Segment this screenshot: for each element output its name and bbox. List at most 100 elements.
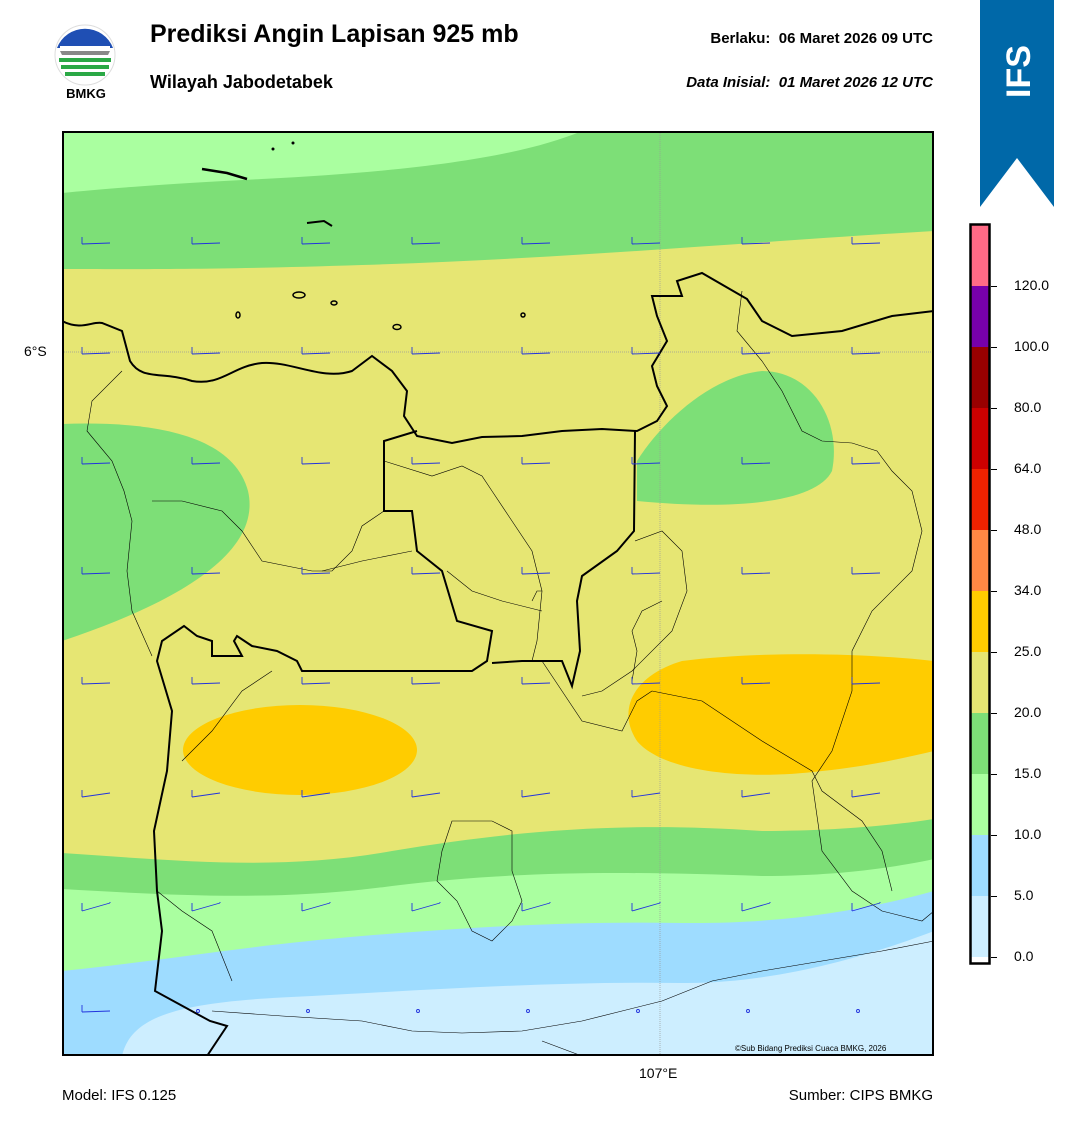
colorbar-tick bbox=[991, 957, 997, 958]
banner-text: IFS bbox=[1000, 45, 1038, 98]
model-banner: IFS bbox=[980, 0, 1054, 210]
wind-barb bbox=[851, 567, 881, 575]
wind-map bbox=[62, 131, 934, 1056]
colorbar-tick-label: 20.0 bbox=[1014, 704, 1042, 720]
colorbar bbox=[969, 223, 991, 965]
wind-barb bbox=[741, 677, 771, 685]
wind-barb bbox=[81, 790, 111, 798]
wind-barb bbox=[411, 567, 441, 575]
colorbar-tick bbox=[991, 896, 997, 897]
wind-barb bbox=[631, 237, 661, 245]
wind-barb bbox=[851, 677, 881, 685]
wind-barb bbox=[521, 347, 551, 355]
colorbar-tick bbox=[991, 347, 997, 348]
band-10-15-north bbox=[62, 131, 582, 193]
colorbar-svg bbox=[969, 223, 991, 965]
wind-barb bbox=[191, 902, 221, 912]
wind-barb bbox=[631, 902, 661, 912]
wind-barb bbox=[521, 237, 551, 245]
wind-barb bbox=[851, 237, 881, 245]
colorbar-segment bbox=[971, 530, 989, 591]
calm-wind-marker bbox=[526, 1009, 530, 1013]
wind-barb bbox=[411, 790, 441, 798]
lat-label-6s: 6°S bbox=[24, 343, 47, 359]
band-0-5 bbox=[122, 931, 934, 1056]
calm-wind-marker bbox=[196, 1009, 200, 1013]
wind-barb bbox=[81, 347, 111, 355]
wind-barb bbox=[411, 457, 441, 465]
colorbar-segment bbox=[971, 652, 989, 713]
valid-label: Berlaku: bbox=[710, 30, 771, 47]
colorbar-tick bbox=[991, 652, 997, 653]
island-3 bbox=[291, 141, 295, 145]
wind-barb bbox=[851, 902, 881, 912]
calm-wind-marker bbox=[856, 1009, 860, 1013]
init-time: Data Inisial: 01 Maret 2026 12 UTC bbox=[686, 74, 933, 91]
wind-barb bbox=[191, 457, 221, 465]
page-title: Prediksi Angin Lapisan 925 mb bbox=[150, 20, 519, 48]
colorbar-tick bbox=[991, 408, 997, 409]
wind-barb bbox=[851, 347, 881, 355]
init-label: Data Inisial: bbox=[686, 74, 771, 91]
wind-barb bbox=[81, 237, 111, 245]
colorbar-tick-label: 64.0 bbox=[1014, 460, 1042, 476]
wind-barb bbox=[741, 902, 771, 912]
wind-barb bbox=[301, 790, 331, 798]
lon-label-107e: 107°E bbox=[639, 1065, 678, 1081]
colorbar-tick-label: 80.0 bbox=[1014, 399, 1042, 415]
colorbar-tick bbox=[991, 835, 997, 836]
wind-barb bbox=[851, 790, 881, 798]
logo-label: BMKG bbox=[66, 86, 106, 101]
province-border-east bbox=[491, 430, 636, 690]
colorbar-tick bbox=[991, 591, 997, 592]
wind-barb bbox=[741, 567, 771, 575]
blob-orange-west bbox=[183, 705, 417, 795]
wind-barb bbox=[411, 902, 441, 912]
colorbar-segment bbox=[971, 347, 989, 408]
blob-green-west bbox=[62, 423, 250, 641]
wind-barb bbox=[81, 677, 111, 685]
island-4 bbox=[306, 219, 333, 227]
colorbar-tick bbox=[991, 469, 997, 470]
colorbar-tick-label: 0.0 bbox=[1014, 948, 1034, 964]
island-1 bbox=[201, 167, 248, 181]
wind-barb bbox=[301, 567, 331, 575]
colorbar-tick bbox=[991, 713, 997, 714]
wind-barb bbox=[191, 790, 221, 798]
wind-barb bbox=[301, 902, 331, 912]
valid-value: 06 Maret 2026 09 UTC bbox=[778, 30, 933, 47]
colorbar-frame bbox=[969, 223, 991, 965]
wind-barb bbox=[741, 790, 771, 798]
wind-map-svg bbox=[62, 131, 934, 1056]
wind-barb bbox=[741, 347, 771, 355]
colorbar-segment bbox=[971, 774, 989, 835]
colorbar-tick-label: 25.0 bbox=[1014, 643, 1042, 659]
colorbar-tick-label: 120.0 bbox=[1014, 277, 1050, 293]
wind-barb bbox=[301, 457, 331, 465]
map-frame bbox=[62, 131, 934, 1056]
colorbar-segment bbox=[971, 896, 989, 957]
wind-barb bbox=[741, 237, 771, 245]
colorbar-segment bbox=[971, 957, 989, 963]
colorbar-tick-label: 34.0 bbox=[1014, 582, 1042, 598]
wind-barb bbox=[301, 347, 331, 355]
copyright-text: ©Sub Bidang Prediksi Cuaca BMKG, 2026 bbox=[735, 1044, 887, 1053]
wind-barb bbox=[631, 677, 661, 685]
wind-barb bbox=[191, 567, 221, 575]
wind-barb bbox=[411, 347, 441, 355]
wind-barb bbox=[411, 237, 441, 245]
wind-barb bbox=[521, 902, 551, 912]
regency-borders bbox=[86, 290, 934, 1056]
wind-barb bbox=[521, 567, 551, 575]
island-6 bbox=[330, 300, 338, 306]
wind-barb bbox=[81, 567, 111, 575]
blob-green-east bbox=[637, 371, 834, 505]
banner-ribbon-icon: IFS bbox=[980, 0, 1054, 207]
wind-barb bbox=[301, 677, 331, 685]
wind-barb bbox=[411, 677, 441, 685]
colorbar-segment bbox=[971, 408, 989, 469]
valid-time: Berlaku: 06 Maret 2026 09 UTC bbox=[710, 30, 933, 47]
province-border-west bbox=[152, 430, 494, 1056]
island-9 bbox=[520, 312, 526, 318]
colorbar-tick-label: 48.0 bbox=[1014, 521, 1042, 537]
